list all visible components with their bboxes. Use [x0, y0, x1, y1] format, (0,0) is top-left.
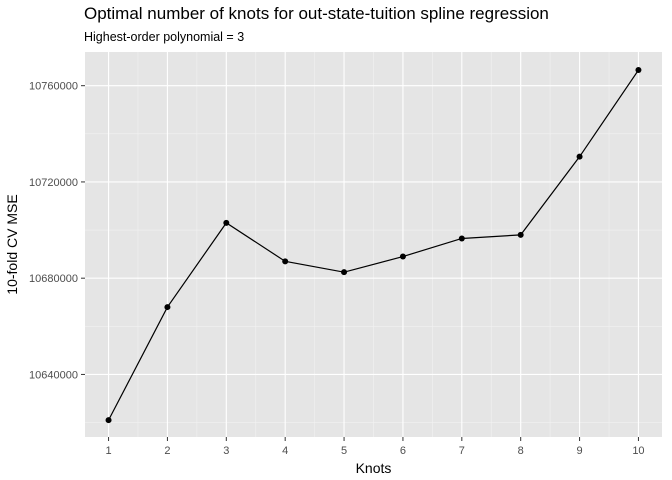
x-tick-label: 10 [632, 445, 644, 457]
x-tick-label: 7 [459, 445, 465, 457]
data-point-6 [399, 253, 406, 260]
chart-title: Optimal number of knots for out-state-tu… [84, 4, 549, 23]
data-point-7 [458, 235, 465, 242]
y-tick-label: 10640000 [29, 369, 78, 381]
y-tick-label: 10760000 [29, 81, 78, 93]
chart-subtitle: Highest-order polynomial = 3 [84, 30, 245, 44]
x-tick-label: 6 [400, 445, 406, 457]
series-line [108, 69, 639, 421]
data-point-2 [164, 304, 171, 311]
minor-gridlines [85, 52, 662, 437]
y-tick-label: 10680000 [29, 273, 78, 285]
x-tick-label: 2 [164, 445, 170, 457]
data-point-1 [105, 417, 112, 424]
data-point-5 [341, 269, 348, 276]
data-point-3 [223, 219, 230, 226]
x-tick-label: 4 [282, 445, 288, 457]
y-tick-label: 10720000 [29, 177, 78, 189]
x-tick-label: 8 [518, 445, 524, 457]
y-axis-title: 10-fold CV MSE [4, 194, 20, 294]
x-tick-label: 1 [105, 445, 111, 457]
data-point-10 [635, 67, 642, 74]
x-axis-title: Knots [356, 460, 392, 476]
x-tick-label: 3 [223, 445, 229, 457]
major-gridlines [85, 52, 662, 437]
axes: 1 2 3 4 5 6 7 8 9 10 10640000 10680000 10720000 10760… [29, 81, 645, 457]
x-tick-label: 9 [577, 445, 583, 457]
data-point-8 [517, 231, 524, 238]
data-point-4 [282, 258, 289, 265]
data-point-9 [576, 153, 583, 160]
x-tick-label: 5 [341, 445, 347, 457]
data-series [105, 67, 642, 424]
